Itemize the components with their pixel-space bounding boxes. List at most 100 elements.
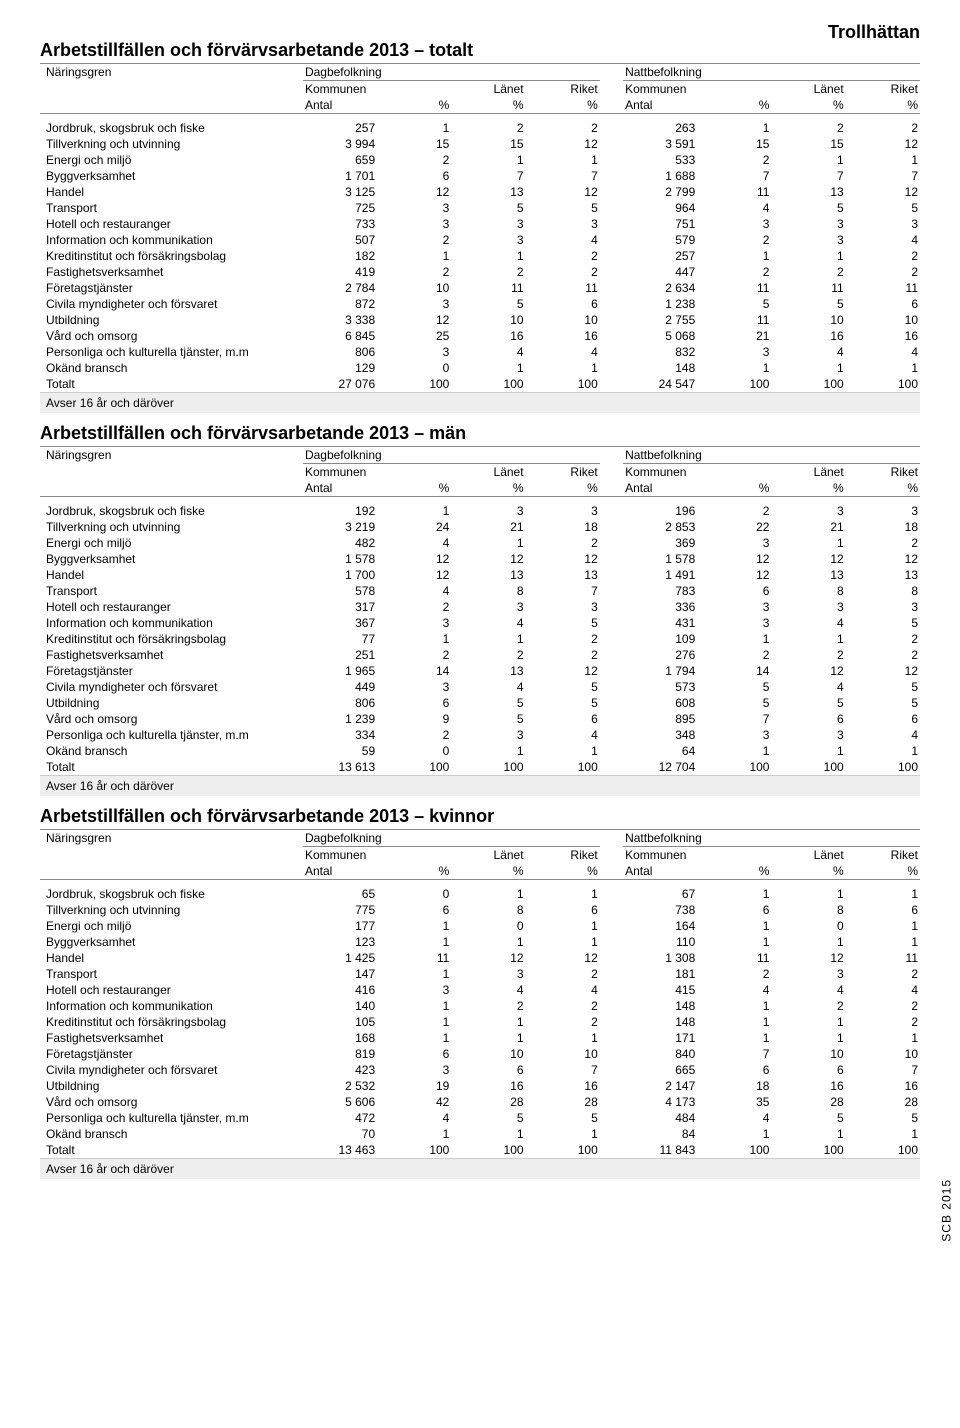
cell: 11: [697, 280, 771, 296]
cell: 2: [526, 998, 600, 1014]
col-antal: Antal: [623, 863, 697, 880]
table-row: Handel1 4251112121 308111211: [40, 950, 920, 966]
cell: 2: [846, 647, 920, 663]
table-row: Transport147132181232: [40, 966, 920, 982]
cell: 6: [377, 695, 451, 711]
cell: 4: [846, 727, 920, 743]
cell: 1: [771, 743, 845, 759]
row-label: Jordbruk, skogsbruk och fiske: [40, 120, 303, 136]
data-table: NäringsgrenDagbefolkningNattbefolkningKo…: [40, 446, 920, 775]
table-row: Information och kommunikation36734543134…: [40, 615, 920, 631]
cell: 10: [846, 312, 920, 328]
row-label: Utbildning: [40, 1078, 303, 1094]
cell: 3: [771, 599, 845, 615]
cell: 1: [771, 1126, 845, 1142]
row-label: Civila myndigheter och försvaret: [40, 296, 303, 312]
cell: 5: [526, 1110, 600, 1126]
cell: 3: [377, 200, 451, 216]
row-label: Byggverksamhet: [40, 934, 303, 950]
cell: 415: [623, 982, 697, 998]
cell: 1: [526, 934, 600, 950]
row-label: Personliga och kulturella tjänster, m.m: [40, 727, 303, 743]
col-lanet: Länet: [451, 464, 525, 481]
cell: 5 068: [623, 328, 697, 344]
col-pct: %: [697, 480, 771, 497]
cell: 251: [303, 647, 377, 663]
cell: 16: [526, 328, 600, 344]
cell: 3: [451, 727, 525, 743]
cell: 3: [846, 216, 920, 232]
table-row: Energi och miljö177101164101: [40, 918, 920, 934]
cell: 872: [303, 296, 377, 312]
cell: 2: [697, 503, 771, 519]
cell: 10: [377, 280, 451, 296]
row-label: Energi och miljö: [40, 918, 303, 934]
cell: 7: [451, 168, 525, 184]
cell: 1 239: [303, 711, 377, 727]
cell: 2 755: [623, 312, 697, 328]
cell: 4: [697, 200, 771, 216]
cell: 15: [451, 136, 525, 152]
cell: 3: [451, 966, 525, 982]
cell: 257: [303, 120, 377, 136]
cell: 367: [303, 615, 377, 631]
cell: 1: [451, 535, 525, 551]
cell: 129: [303, 360, 377, 376]
cell: 1: [526, 918, 600, 934]
cell: 100: [771, 376, 845, 392]
col-dagbefolkning: Dagbefolkning: [303, 830, 600, 847]
row-label: Byggverksamhet: [40, 551, 303, 567]
cell: 100: [526, 376, 600, 392]
col-pct: %: [846, 863, 920, 880]
cell: 19: [377, 1078, 451, 1094]
cell: 4: [771, 679, 845, 695]
row-label: Information och kommunikation: [40, 998, 303, 1014]
cell: 1: [451, 743, 525, 759]
cell: 257: [623, 248, 697, 264]
cell: 1: [451, 152, 525, 168]
col-riket: Riket: [846, 81, 920, 98]
cell: 2: [526, 647, 600, 663]
cell: 35: [697, 1094, 771, 1110]
cell: 5: [451, 711, 525, 727]
cell: 105: [303, 1014, 377, 1030]
cell: 16: [771, 328, 845, 344]
cell: 1: [771, 360, 845, 376]
cell: 7: [846, 168, 920, 184]
cell: 9: [377, 711, 451, 727]
cell: 3: [846, 599, 920, 615]
col-pct: %: [451, 480, 525, 497]
cell: 3: [526, 216, 600, 232]
cell: 3: [451, 232, 525, 248]
table-row: Företagstjänster8196101084071010: [40, 1046, 920, 1062]
cell: 1 491: [623, 567, 697, 583]
cell: 1: [846, 886, 920, 902]
cell: 100: [846, 759, 920, 775]
cell: 11: [697, 312, 771, 328]
cell: 148: [623, 1014, 697, 1030]
table-row: Utbildning3 3381210102 755111010: [40, 312, 920, 328]
cell: 0: [377, 886, 451, 902]
cell: 1 578: [623, 551, 697, 567]
cell: 3: [451, 503, 525, 519]
col-nattbefolkning: Nattbefolkning: [623, 447, 920, 464]
col-naringsgren: Näringsgren: [40, 447, 303, 464]
table-row: Personliga och kulturella tjänster, m.m 3…: [40, 727, 920, 743]
row-label: Företagstjänster: [40, 280, 303, 296]
cell: 4: [377, 1110, 451, 1126]
cell: 1: [697, 743, 771, 759]
col-dagbefolkning: Dagbefolkning: [303, 64, 600, 81]
table-row: Handel3 1251213122 799111312: [40, 184, 920, 200]
table-row: Byggverksamhet1 7016771 688777: [40, 168, 920, 184]
cell: 11: [451, 280, 525, 296]
col-kommunen: Kommunen: [303, 847, 451, 864]
row-label: Civila myndigheter och försvaret: [40, 1062, 303, 1078]
cell: 3: [697, 344, 771, 360]
cell: 77: [303, 631, 377, 647]
data-table: NäringsgrenDagbefolkningNattbefolkningKo…: [40, 63, 920, 392]
cell: 12: [526, 950, 600, 966]
row-label: Okänd bransch: [40, 743, 303, 759]
cell: 1: [846, 743, 920, 759]
cell: 2 147: [623, 1078, 697, 1094]
cell: 12: [526, 136, 600, 152]
